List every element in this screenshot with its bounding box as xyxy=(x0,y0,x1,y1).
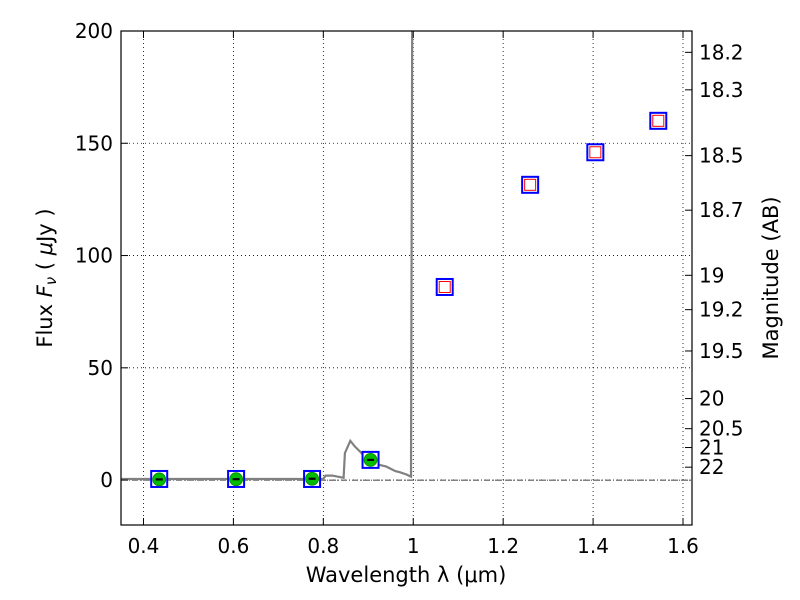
y-axis-label: Flux Fν ( μJy ) xyxy=(33,208,60,347)
right-tick-label: 18.7 xyxy=(699,198,744,222)
spectrum-line xyxy=(121,31,414,481)
x-tick-label: 0.4 xyxy=(128,534,160,558)
predicted-flux-square xyxy=(438,280,451,293)
model-flux-square xyxy=(649,111,668,130)
grid-lines xyxy=(121,30,692,525)
model-flux-square xyxy=(521,175,540,194)
predicted-flux-square xyxy=(524,178,537,191)
plot-area xyxy=(121,31,668,488)
x-tick-label: 0.8 xyxy=(307,534,339,558)
plot-frame xyxy=(120,30,693,526)
data-series xyxy=(121,31,668,488)
right-tick-label: 18.5 xyxy=(699,144,744,168)
x-tick-label: 1 xyxy=(407,534,420,558)
axis-ticks: 0.4 0.6 0.8 1 1.2 1.4 1.6 0 50 100 150 200 18.2 18.3 1… xyxy=(75,19,744,558)
y-tick-label: 200 xyxy=(75,19,113,43)
right-tick-label: 20 xyxy=(699,387,724,411)
y-tick-label: 50 xyxy=(88,356,113,380)
x-tick-label: 0.6 xyxy=(217,534,249,558)
right-tick-label: 19.2 xyxy=(699,298,744,322)
y-tick-label: 0 xyxy=(100,468,113,492)
right-tick-label: 20.5 xyxy=(699,417,744,441)
model-flux-square xyxy=(586,143,605,162)
right-tick-label: 18.2 xyxy=(699,40,744,64)
y-tick-label: 150 xyxy=(75,131,113,155)
predicted-flux-square xyxy=(652,114,665,127)
x-tick-label: 1.4 xyxy=(577,534,609,558)
right-tick-label: 19.5 xyxy=(699,339,744,363)
right-tick-label: 21 xyxy=(699,436,724,460)
right-tick-label: 18.3 xyxy=(699,78,744,102)
x-axis-label: Wavelength λ (μm) xyxy=(306,563,507,587)
predicted-flux-square xyxy=(589,146,602,159)
x-tick-label: 1.2 xyxy=(487,534,519,558)
right-tick-label: 19 xyxy=(699,263,724,287)
model-flux-square xyxy=(435,277,454,296)
right-tick-label: 22 xyxy=(699,455,724,479)
y-tick-label: 100 xyxy=(75,244,113,268)
right-axis-label: Magnitude (AB) xyxy=(759,196,783,359)
x-tick-label: 1.6 xyxy=(667,534,699,558)
